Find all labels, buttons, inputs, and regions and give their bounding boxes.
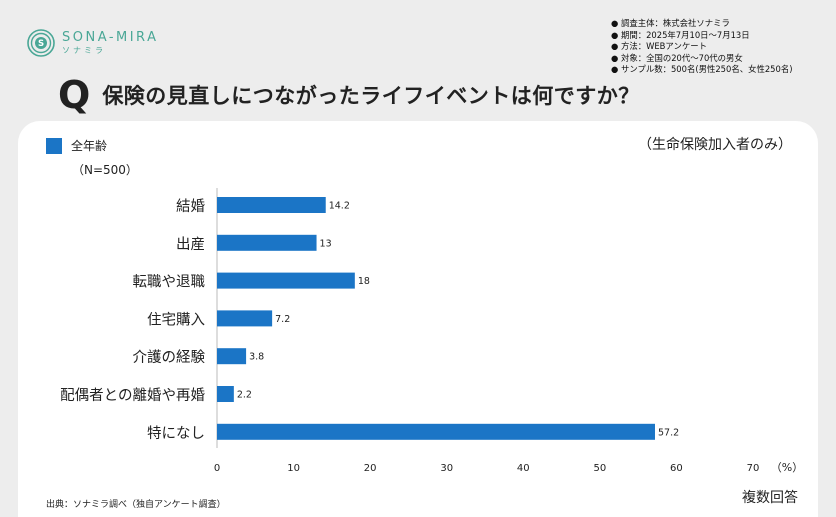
- survey-info-line: ● 対象：全国の20代～70代の男女: [611, 52, 743, 63]
- sample-size-note: （N=500）: [72, 163, 138, 177]
- bar: [217, 310, 273, 327]
- chart-card: [18, 121, 818, 517]
- data-label: 2.2: [237, 390, 252, 401]
- brand-name: SONA-MIRA: [62, 30, 159, 45]
- svg-text:S: S: [38, 39, 44, 49]
- data-label: 13: [320, 238, 332, 249]
- data-label: 7.2: [275, 314, 290, 325]
- data-label: 18: [358, 276, 370, 287]
- x-unit-label: （%）: [771, 461, 803, 474]
- legend-label: 全年齢: [71, 139, 108, 153]
- bar: [217, 423, 655, 440]
- data-label: 3.8: [249, 352, 264, 363]
- category-label: 結婚: [176, 198, 205, 215]
- survey-info-line: ● 期間：2025年7月10日～7月13日: [611, 29, 750, 40]
- survey-info: ● 調査主体：株式会社ソナミラ ● 期間：2025年7月10日～7月13日 ● …: [611, 18, 792, 76]
- bar: [217, 234, 317, 251]
- bar: [217, 197, 326, 213]
- survey-info-line: ● サンプル数：500名(男性250名、女性250名): [611, 64, 793, 75]
- category-label: 特になし: [147, 425, 205, 442]
- brand-logo: S SONA-MIRA ソナミラ: [26, 28, 158, 58]
- question-text: 保険の見直しにつながったライフイベントは何ですか？: [102, 84, 640, 108]
- legend-swatch: [46, 137, 62, 154]
- bar: [217, 272, 355, 289]
- sona-mira-logo-icon: S: [27, 29, 55, 57]
- x-tick-label: 20: [364, 463, 377, 474]
- survey-info-line: ● 調査主体：株式会社ソナミラ: [611, 18, 730, 28]
- x-tick-label: 30: [440, 463, 453, 474]
- x-tick-label: 60: [670, 463, 683, 474]
- category-label: 出産: [176, 236, 205, 253]
- data-label: 57.2: [658, 427, 679, 438]
- brand-sub: ソナミラ: [62, 46, 106, 55]
- category-label: 住宅購入: [147, 311, 205, 328]
- data-label: 14.2: [329, 201, 350, 212]
- x-tick-label: 10: [287, 463, 300, 474]
- x-tick-label: 50: [593, 463, 606, 474]
- question-mark: Q: [58, 73, 91, 117]
- x-tick-label: 70: [747, 463, 760, 474]
- question-heading: Q 保険の見直しにつながったライフイベントは何ですか？: [58, 76, 640, 114]
- category-label: 介護の経験: [133, 349, 206, 366]
- bar: [217, 386, 234, 402]
- x-tick-label: 0: [214, 463, 220, 474]
- legend: 全年齢: [46, 137, 107, 154]
- x-tick-label: 40: [517, 463, 530, 474]
- multiple-answer-note: 複数回答: [742, 490, 798, 506]
- survey-info-line: ● 方法：WEBアンケート: [611, 41, 707, 52]
- category-label: 転職や退職: [133, 274, 206, 291]
- source-note: 出典：ソナミラ調べ（独自アンケート調査）: [46, 500, 226, 510]
- scope-note: （生命保険加入者のみ）: [638, 137, 792, 153]
- bar: [217, 348, 247, 365]
- category-label: 配偶者との離婚や再婚: [60, 386, 205, 404]
